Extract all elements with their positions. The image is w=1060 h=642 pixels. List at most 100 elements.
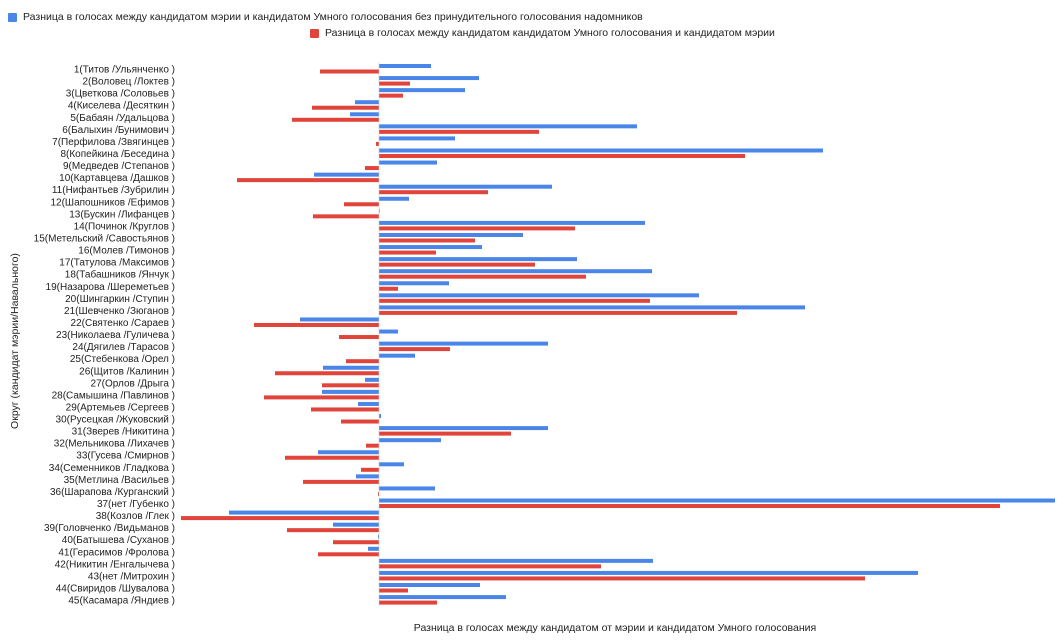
y-tick-label: 2(Воловец /Локтев ) xyxy=(82,77,175,88)
bar-blue-43 xyxy=(379,570,918,575)
bar-blue-45 xyxy=(379,595,506,600)
bar-red-17 xyxy=(379,262,535,267)
bar-red-45 xyxy=(379,600,437,605)
y-tick-label: 13(Бускин /Лифанцев ) xyxy=(69,208,175,220)
legend-label-blue: Разница в голосах между кандидатом мэрии… xyxy=(23,11,643,23)
bar-blue-33 xyxy=(318,450,379,455)
bar-blue-9 xyxy=(379,160,437,165)
y-tick-label: 1(Титов /Ульянченко ) xyxy=(74,65,175,76)
bar-red-40 xyxy=(333,540,379,545)
bar-red-11 xyxy=(379,190,488,195)
bar-blue-23 xyxy=(379,329,398,334)
y-tick-label: 11(Нифантьев /Зубрилин ) xyxy=(52,184,175,196)
bar-blue-25 xyxy=(379,353,415,358)
y-tick-label: 4(Киселева /Десяткин ) xyxy=(68,101,175,112)
legend-swatch-blue xyxy=(8,12,17,22)
y-tick-label: 29(Артемьев /Сергеев ) xyxy=(66,402,175,413)
bar-red-42 xyxy=(379,564,601,569)
bar-red-6 xyxy=(379,129,539,134)
y-tick-label: 33(Гусева /Смирнов ) xyxy=(76,451,175,462)
bar-red-1 xyxy=(320,69,379,74)
bar-blue-39 xyxy=(333,522,379,527)
y-tick-label: 19(Назарова /Шереметьев ) xyxy=(46,282,175,293)
bar-blue-20 xyxy=(379,293,699,298)
bar-blue-36 xyxy=(379,486,435,491)
y-tick-label: 32(Мельникова /Лихачев ) xyxy=(54,439,175,450)
y-tick-label: 7(Перфилова /Звягинцев ) xyxy=(52,136,175,148)
y-tick-label: 28(Самышина /Павлинов ) xyxy=(52,390,175,401)
y-tick-label: 30(Русецкая /Жуковский ) xyxy=(56,415,175,426)
bar-blue-8 xyxy=(379,148,823,153)
bar-red-3 xyxy=(379,93,403,98)
bar-blue-21 xyxy=(379,305,805,310)
bar-red-37 xyxy=(379,504,1000,509)
y-tick-label: 20(Шингаркин /Ступин ) xyxy=(65,294,175,305)
bar-red-19 xyxy=(379,286,398,291)
bar-red-24 xyxy=(379,347,450,352)
bar-blue-6 xyxy=(379,124,637,129)
bar-red-20 xyxy=(379,298,650,303)
y-tick-label: 38(Козлов /Глек ) xyxy=(96,511,175,522)
bar-red-15 xyxy=(379,238,475,243)
bar-blue-44 xyxy=(379,583,480,588)
y-tick-label: 27(Орлов /Дрыга ) xyxy=(91,378,175,389)
bar-red-22 xyxy=(254,322,379,327)
bar-blue-38 xyxy=(229,510,379,515)
bar-red-4 xyxy=(312,105,379,110)
y-tick-label: 25(Стебенкова /Орел ) xyxy=(70,353,175,365)
bar-red-23 xyxy=(339,335,379,340)
bar-blue-12 xyxy=(379,196,409,201)
y-tick-label: 15(Метельский /Савостьянов ) xyxy=(34,233,175,244)
bar-blue-5 xyxy=(350,112,379,117)
y-tick-label: 40(Батышева /Суханов ) xyxy=(62,535,175,546)
y-tick-label: 16(Молев /Тимонов ) xyxy=(78,246,175,257)
bar-red-41 xyxy=(318,552,379,557)
bar-blue-29 xyxy=(358,401,379,406)
legend-swatch-red xyxy=(310,28,319,38)
bar-red-21 xyxy=(379,310,737,315)
y-tick-label: 10(Картавцева /Дашков ) xyxy=(59,173,175,184)
bar-red-7 xyxy=(376,141,379,146)
bar-blue-27 xyxy=(365,377,379,382)
bar-blue-32 xyxy=(379,438,441,443)
bar-red-26 xyxy=(275,371,379,376)
bar-red-38 xyxy=(181,516,379,521)
bar-blue-13 xyxy=(379,208,380,213)
bar-red-39 xyxy=(287,528,379,533)
y-tick-label: 34(Семенников /Гладкова ) xyxy=(49,463,175,474)
y-tick-label: 44(Свиридов /Шувалова ) xyxy=(56,584,175,595)
bar-blue-11 xyxy=(379,184,552,189)
y-tick-label: 3(Цветкова /Соловьев ) xyxy=(66,89,175,100)
y-tick-label: 17(Татулова /Максимов ) xyxy=(59,258,175,269)
bar-red-30 xyxy=(341,419,379,424)
bar-blue-1 xyxy=(379,64,431,68)
bar-blue-30 xyxy=(379,414,381,419)
bar-blue-37 xyxy=(379,498,1055,503)
bar-blue-10 xyxy=(314,172,379,177)
y-tick-label: 18(Табашников /Янчук ) xyxy=(65,269,175,281)
bar-red-36 xyxy=(378,491,379,496)
y-tick-label: 24(Дягилев /Тарасов ) xyxy=(72,342,175,353)
bar-blue-16 xyxy=(379,245,482,250)
y-tick-label: 21(Шевченко /Зюганов ) xyxy=(64,306,175,317)
bar-blue-42 xyxy=(379,558,653,563)
bar-blue-17 xyxy=(379,257,577,262)
y-axis-title: Округ (кандидат мэрии/Навального) xyxy=(9,253,21,429)
bar-red-43 xyxy=(379,576,865,581)
x-axis-title: Разница в голосах между кандидатом от мэ… xyxy=(413,622,817,634)
bar-red-35 xyxy=(303,479,379,484)
bar-blue-15 xyxy=(379,232,523,237)
bar-red-31 xyxy=(379,431,511,436)
bar-red-5 xyxy=(292,117,379,122)
y-tick-label: 36(Шарапова /Курганский ) xyxy=(50,487,175,498)
bar-blue-40 xyxy=(378,534,379,539)
y-tick-label: 31(Зверев /Никитина ) xyxy=(72,427,175,438)
y-tick-label: 14(Починок /Круглов ) xyxy=(74,221,175,232)
y-tick-label: 9(Медведев /Степанов ) xyxy=(63,161,175,172)
y-tick-label: 5(Бабаян /Удальцова ) xyxy=(70,112,175,124)
bar-blue-7 xyxy=(379,136,455,141)
y-tick-label: 45(Касамара /Яндиев ) xyxy=(68,596,175,607)
bar-red-34 xyxy=(361,467,379,472)
y-tick-label: 43(нет /Митрохин ) xyxy=(88,571,175,582)
legend-label-red: Разница в голосах между кандидатом канди… xyxy=(325,27,775,39)
